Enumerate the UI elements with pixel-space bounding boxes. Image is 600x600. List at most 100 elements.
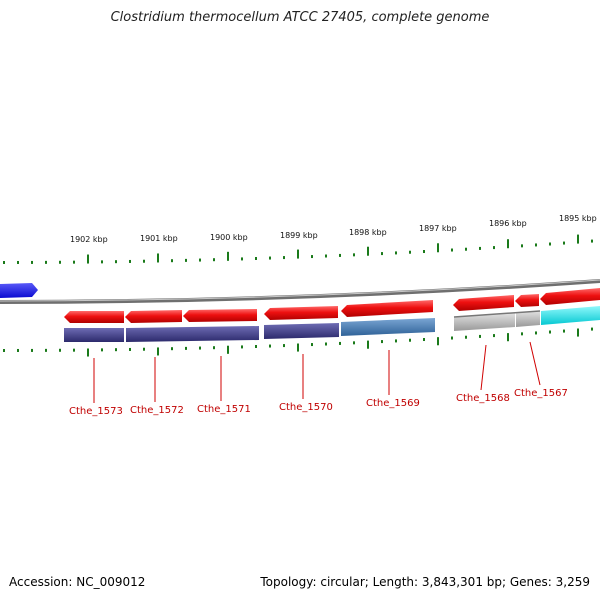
top-major-tick bbox=[227, 251, 229, 260]
gene-arrow-cthe-1572[interactable] bbox=[125, 310, 182, 323]
gene-label-cthe-1568: Cthe_1568 bbox=[456, 393, 510, 404]
gene-arrow-cthe-1569[interactable] bbox=[341, 300, 433, 317]
top-minor-tick bbox=[591, 239, 593, 243]
bottom-minor-tick bbox=[31, 348, 33, 352]
gene-arrow-cthe-1570[interactable] bbox=[264, 306, 338, 320]
top-minor-tick bbox=[269, 256, 271, 260]
top-major-tick bbox=[297, 249, 299, 258]
ruler-ticks-bottom bbox=[3, 327, 593, 357]
top-minor-tick bbox=[465, 247, 467, 251]
bottom-major-tick bbox=[87, 348, 89, 357]
top-minor-tick bbox=[283, 256, 285, 260]
top-minor-tick bbox=[185, 258, 187, 262]
bottom-minor-tick bbox=[451, 336, 453, 340]
bottom-minor-tick bbox=[423, 338, 425, 342]
top-major-tick bbox=[157, 253, 159, 262]
top-major-tick bbox=[87, 254, 89, 263]
bottom-major-tick bbox=[227, 345, 229, 354]
bottom-minor-tick bbox=[255, 344, 257, 348]
cog-bar-right-edge[interactable] bbox=[541, 306, 600, 325]
top-minor-tick bbox=[535, 243, 537, 247]
bottom-minor-tick bbox=[283, 344, 285, 348]
page-title: Clostridium thermocellum ATCC 27405, com… bbox=[110, 10, 490, 25]
accession-label: Accession: NC_009012 bbox=[9, 575, 146, 589]
gene-arrows bbox=[64, 288, 600, 323]
bottom-minor-tick bbox=[465, 335, 467, 339]
bottom-major-tick bbox=[297, 343, 299, 352]
top-minor-tick bbox=[143, 259, 145, 263]
top-minor-tick bbox=[59, 260, 61, 264]
ruler-label-1897: 1897 kbp bbox=[419, 224, 457, 233]
cog-bar-cthe-1567[interactable] bbox=[516, 311, 540, 327]
top-minor-tick bbox=[213, 258, 215, 262]
top-minor-tick bbox=[479, 246, 481, 250]
genome-backbone bbox=[0, 279, 600, 304]
bottom-minor-tick bbox=[171, 347, 173, 351]
gene-arrow-cthe-1568[interactable] bbox=[453, 295, 514, 311]
top-major-tick bbox=[437, 243, 439, 252]
gene-arrow-cthe-1567[interactable] bbox=[515, 294, 539, 307]
bottom-minor-tick bbox=[101, 348, 103, 352]
top-minor-tick bbox=[451, 248, 453, 252]
cog-bar-cthe-1573[interactable] bbox=[64, 328, 124, 342]
bottom-minor-tick bbox=[521, 332, 523, 336]
top-minor-tick bbox=[493, 246, 495, 250]
top-major-tick bbox=[577, 234, 579, 243]
gene-arrow-left-edge[interactable] bbox=[0, 283, 38, 298]
gene-leader-lines bbox=[93, 341, 541, 403]
top-minor-tick bbox=[171, 259, 173, 263]
gene-arrow-cthe-1571[interactable] bbox=[183, 309, 257, 322]
ruler-label-1895: 1895 kbp bbox=[559, 214, 597, 223]
gene-label-cthe-1573: Cthe_1573 bbox=[69, 406, 123, 417]
top-minor-tick bbox=[409, 250, 411, 254]
top-minor-tick bbox=[255, 256, 257, 260]
bottom-minor-tick bbox=[3, 348, 5, 352]
top-minor-tick bbox=[3, 260, 5, 264]
bottom-minor-tick bbox=[45, 348, 47, 352]
bottom-minor-tick bbox=[213, 346, 215, 350]
bottom-major-tick bbox=[507, 333, 509, 342]
bottom-minor-tick bbox=[409, 338, 411, 342]
bottom-minor-tick bbox=[339, 341, 341, 345]
gene-arrow-cthe-1573[interactable] bbox=[64, 311, 124, 323]
cog-bar-cthe-1570[interactable] bbox=[264, 323, 339, 339]
genome-stats-label: Topology: circular; Length: 3,843,301 bp… bbox=[260, 575, 590, 589]
top-minor-tick bbox=[115, 260, 117, 264]
top-minor-tick bbox=[423, 250, 425, 254]
bottom-minor-tick bbox=[129, 347, 131, 351]
bottom-major-tick bbox=[577, 328, 579, 337]
top-minor-tick bbox=[101, 260, 103, 264]
bottom-minor-tick bbox=[241, 345, 243, 349]
bottom-minor-tick bbox=[395, 339, 397, 343]
genome-backbone-highlight bbox=[0, 279, 600, 302]
gene-label-cthe-1571: Cthe_1571 bbox=[197, 404, 251, 415]
ruler-label-1899: 1899 kbp bbox=[280, 231, 318, 240]
gene-label-cthe-1572: Cthe_1572 bbox=[130, 405, 184, 416]
bottom-minor-tick bbox=[59, 348, 61, 352]
ruler-label-1896: 1896 kbp bbox=[489, 219, 527, 228]
cog-bar-cthe-1568[interactable] bbox=[454, 313, 515, 331]
bottom-minor-tick bbox=[353, 341, 355, 345]
ruler-label-1902: 1902 kbp bbox=[70, 235, 108, 244]
top-minor-tick bbox=[17, 260, 19, 264]
ruler-ticks-top bbox=[3, 234, 593, 264]
bottom-major-tick bbox=[157, 347, 159, 356]
ruler-label-1901: 1901 kbp bbox=[140, 234, 178, 243]
bottom-minor-tick bbox=[143, 347, 145, 351]
bottom-minor-tick bbox=[549, 330, 551, 334]
cog-bar-cthe-1569[interactable] bbox=[341, 318, 435, 336]
top-major-tick bbox=[367, 246, 369, 255]
ruler-label-1900: 1900 kbp bbox=[210, 233, 248, 242]
top-minor-tick bbox=[241, 257, 243, 261]
top-major-tick bbox=[507, 239, 509, 248]
cog-bar-cthe-1572-1571[interactable] bbox=[126, 326, 259, 342]
top-minor-tick bbox=[31, 260, 33, 264]
bottom-minor-tick bbox=[185, 346, 187, 350]
ruler-labels: 1902 kbp 1901 kbp 1900 kbp 1899 kbp 1898… bbox=[70, 214, 597, 244]
gene-arrow-right-edge[interactable] bbox=[540, 288, 600, 305]
top-minor-tick bbox=[395, 251, 397, 255]
top-minor-tick bbox=[73, 260, 75, 264]
top-minor-tick bbox=[563, 241, 565, 245]
bottom-major-tick bbox=[367, 340, 369, 349]
